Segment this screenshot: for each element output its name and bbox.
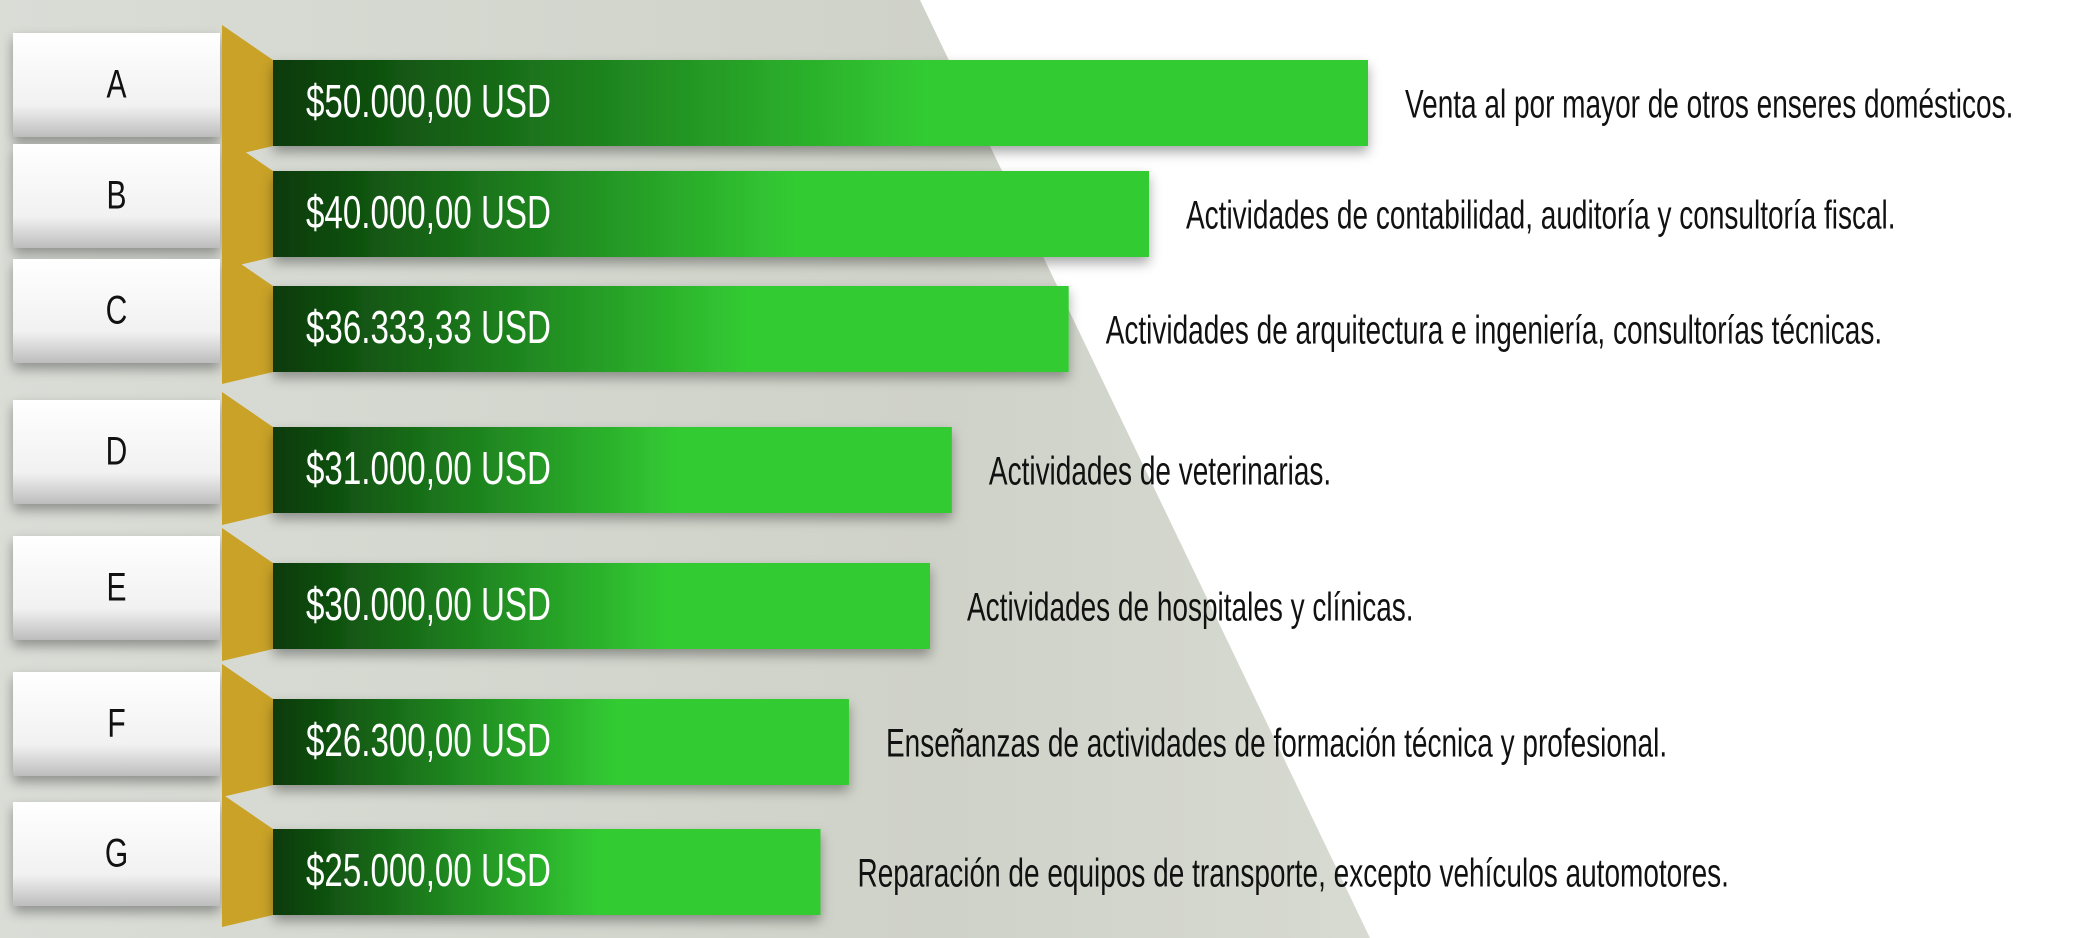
description: Actividades de arquitectura e ingeniería…	[1106, 309, 1882, 353]
category-label: A	[106, 62, 126, 106]
description: Reparación de equipos de transporte, exc…	[858, 852, 1729, 896]
category-label: C	[106, 288, 128, 332]
chart: A $50.000,00 USD Venta al por mayor de otr…	[0, 0, 2089, 938]
description: Venta al por mayor de otros enseres domé…	[1405, 83, 2013, 127]
value-label: $30.000,00 USD	[306, 580, 551, 630]
category-label: E	[106, 565, 126, 609]
value-label: $31.000,00 USD	[306, 444, 551, 494]
description: Enseñanzas de actividades de formación t…	[886, 722, 1667, 766]
category-label: G	[105, 831, 128, 875]
value-label: $26.300,00 USD	[306, 716, 551, 766]
description: Actividades de hospitales y clínicas.	[967, 586, 1414, 630]
description: Actividades de veterinarias.	[989, 450, 1331, 494]
value-label: $36.333,33 USD	[306, 303, 551, 353]
value-label: $40.000,00 USD	[306, 188, 551, 238]
category-label: F	[107, 701, 125, 745]
value-label: $25.000,00 USD	[306, 846, 551, 896]
value-label: $50.000,00 USD	[306, 77, 551, 127]
description: Actividades de contabilidad, auditoría y…	[1186, 194, 1896, 238]
category-label: B	[106, 173, 126, 217]
category-label: D	[106, 429, 128, 473]
